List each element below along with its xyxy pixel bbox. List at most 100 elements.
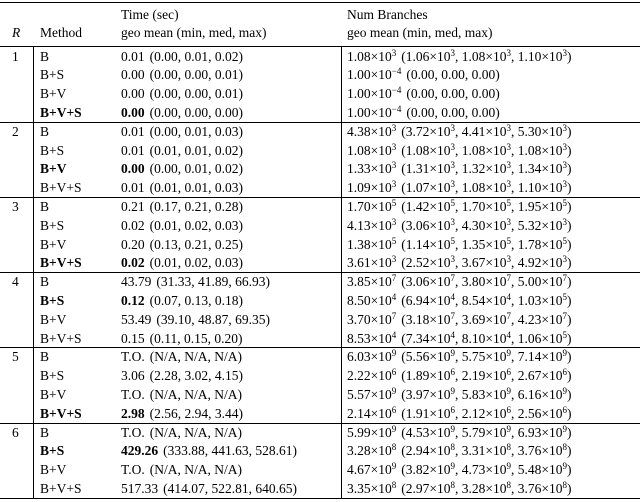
branches-cell: 8.50×104 (6.94×104, 8.54×104, 1.03×105) <box>347 292 571 310</box>
range-text: ) <box>566 443 572 459</box>
exponent: 5 <box>391 197 397 208</box>
branches-cell: 3.35×108 (2.97×108, 3.28×108, 3.76×108) <box>347 480 571 498</box>
time-cell: 517.33 (414.07, 522.81, 640.65) <box>121 480 297 498</box>
branches-cell: 3.70×107 (3.18×107, 3.69×107, 4.23×107) <box>347 311 571 329</box>
branches-cell: 5.99×109 (4.53×109, 5.79×109, 6.93×109) <box>347 424 571 442</box>
exponent: 7 <box>562 273 567 284</box>
exponent: 3 <box>391 160 397 171</box>
range-text: , 5.79×10 <box>454 424 507 440</box>
branches-geo: 1.00×10−4 <box>347 66 402 83</box>
range-text: (0.00, 0.00, 0.00) <box>406 67 500 83</box>
group-r: 6 <box>12 424 19 440</box>
exponent: 6 <box>506 367 511 378</box>
exponent: 3 <box>562 160 567 171</box>
branches-range: (1.06×103, 1.08×103, 1.10×103) <box>401 47 571 64</box>
branches-geo: 1.70×105 <box>347 197 397 214</box>
exponent: 3 <box>562 141 567 152</box>
method: B+S <box>40 217 65 233</box>
branches-cell: 3.85×107 (3.06×107, 3.80×107, 5.00×107) <box>347 273 571 291</box>
range-text: , 1.35×10 <box>454 236 507 252</box>
range-text: ) <box>566 480 572 496</box>
mantissa: 1.00×10 <box>347 104 392 120</box>
range-text: ) <box>566 217 572 233</box>
method: B+V <box>40 462 67 478</box>
branches-geo: 4.13×103 <box>347 217 396 233</box>
group-rule <box>0 422 640 424</box>
range-text: , 5.00×10 <box>510 274 563 290</box>
exponent: 3 <box>450 179 455 190</box>
time-geo: 3.06 <box>121 368 145 384</box>
branches-range: (4.53×109, 5.79×109, 6.93×109) <box>401 423 572 440</box>
time-geo: 0.02 <box>121 217 145 233</box>
top-rule <box>0 2 640 3</box>
branches-geo: 2.22×106 <box>347 367 397 384</box>
time-range: (0.17, 0.21, 0.28) <box>149 198 243 214</box>
time-range: (333.88, 441.63, 528.61) <box>163 443 297 459</box>
branches-range: (2.97×108, 3.28×108, 3.76×108) <box>401 479 572 496</box>
range-text: , 3.76×10 <box>510 480 563 496</box>
method: B <box>40 48 50 64</box>
branches-cell: 1.33×103 (1.31×103, 1.32×103, 1.34×103) <box>347 160 571 178</box>
range-text: , 7.14×10 <box>510 349 563 365</box>
time-cell: 0.00 (0.00, 0.00, 0.01) <box>121 85 243 103</box>
mantissa: 8.50×10 <box>347 292 392 308</box>
time-cell: T.O. (N/A, N/A, N/A) <box>121 424 242 442</box>
exponent: 8 <box>391 442 397 453</box>
range-text: , 1.08×10 <box>510 142 563 158</box>
time-cell: 2.98 (2.56, 2.94, 3.44) <box>121 405 243 423</box>
time-range: (N/A, N/A, N/A) <box>149 462 242 478</box>
time-cell: 0.01 (0.00, 0.01, 0.03) <box>121 123 243 141</box>
exponent: 3 <box>450 216 455 227</box>
range-text: ) <box>566 161 572 177</box>
exponent: 8 <box>562 442 567 453</box>
range-text: (4.53×10 <box>401 424 451 440</box>
range-text: ) <box>566 462 572 478</box>
branches-cell: 8.53×104 (7.34×104, 8.10×104, 1.06×105) <box>347 330 571 348</box>
exponent: 3 <box>391 179 397 190</box>
range-text: ) <box>566 424 572 440</box>
time-geo: T.O. <box>121 386 145 402</box>
exponent: 4 <box>450 329 455 340</box>
exponent: 6 <box>562 367 567 378</box>
range-text: , 5.75×10 <box>454 349 507 365</box>
time-geo: 0.00 <box>121 104 145 120</box>
exponent: −4 <box>391 66 402 77</box>
branches-geo: 1.00×10−4 <box>347 86 401 102</box>
exponent: 3 <box>562 179 567 190</box>
exponent: 3 <box>450 141 455 152</box>
header-method: Method <box>40 25 82 40</box>
range-text: (1.42×10 <box>401 198 451 214</box>
time-cell: 0.12 (0.07, 0.13, 0.18) <box>121 292 243 310</box>
branches-geo: 4.38×103 <box>347 122 397 139</box>
branches-cell: 1.38×105 (1.14×105, 1.35×105, 1.78×105) <box>347 236 571 254</box>
exponent: 3 <box>506 47 511 58</box>
range-text: , 5.48×10 <box>510 462 563 478</box>
time-geo: 517.33 <box>121 480 159 496</box>
exponent: 6 <box>391 367 397 378</box>
exponent: 3 <box>391 122 397 133</box>
header-branches-sub: geo mean (min, med, max) <box>347 25 493 40</box>
exponent: 9 <box>391 385 397 396</box>
range-text: (1.89×10 <box>401 368 451 384</box>
mantissa: 3.35×10 <box>347 480 392 496</box>
time-range: (0.00, 0.01, 0.03) <box>149 123 243 139</box>
branches-cell: 3.61×103 (2.52×103, 3.67×103, 4.92×103) <box>347 254 571 272</box>
exponent: 8 <box>450 479 455 490</box>
exponent: 3 <box>562 122 567 133</box>
method: B <box>40 424 50 440</box>
range-text: , 3.31×10 <box>454 443 507 459</box>
time-range: (0.07, 0.13, 0.18) <box>149 292 243 308</box>
exponent: 4 <box>391 291 397 302</box>
exponent: 9 <box>562 423 567 434</box>
time-geo: 0.15 <box>121 330 145 346</box>
column-rule <box>33 46 34 498</box>
range-text: ) <box>566 255 572 271</box>
branches-geo: 1.38×105 <box>347 236 396 252</box>
exponent: 5 <box>450 197 455 208</box>
header-time-sub: geo mean (min, med, max) <box>121 25 267 40</box>
range-text: (3.06×10 <box>401 274 451 290</box>
range-text: (1.14×10 <box>401 236 451 252</box>
branches-range: (1.42×105, 1.70×105, 1.95×105) <box>401 197 571 214</box>
time-range: (0.01, 0.01, 0.03) <box>149 180 243 196</box>
exponent: 7 <box>391 310 397 321</box>
